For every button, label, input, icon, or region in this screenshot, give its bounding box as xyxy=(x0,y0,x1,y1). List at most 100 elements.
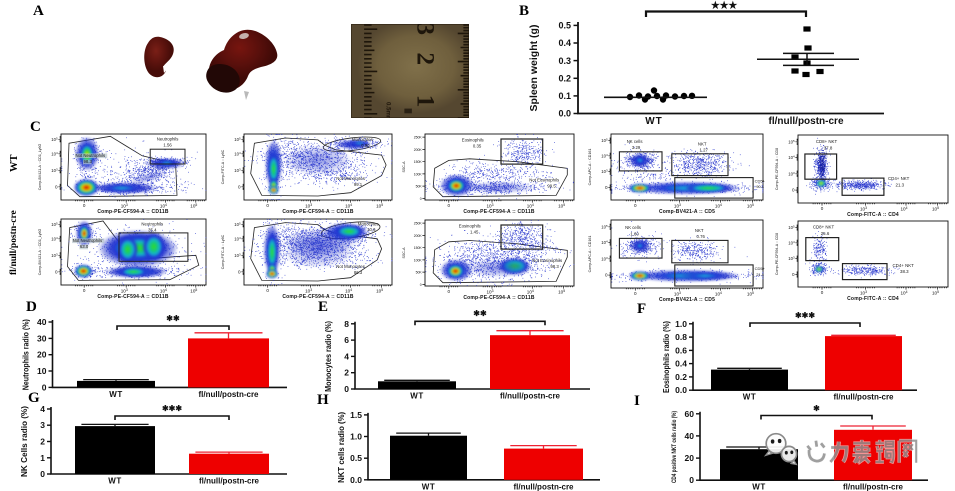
svg-text:105: 105 xyxy=(190,288,197,294)
svg-text:60: 60 xyxy=(685,409,695,419)
svg-text:90.4: 90.4 xyxy=(756,184,765,189)
svg-text:2: 2 xyxy=(412,52,440,65)
svg-text:SSC-A: SSC-A xyxy=(402,161,406,173)
svg-text:NK Cells radio (%): NK Cells radio (%) xyxy=(20,406,29,477)
svg-text:104: 104 xyxy=(788,155,795,161)
svg-text:Comp-FITC-A :: Ly6C: Comp-FITC-A :: Ly6C xyxy=(221,149,225,184)
svg-text:Comp-PE-CF594-A :: CD11B: Comp-PE-CF594-A :: CD11B xyxy=(463,209,534,215)
svg-text:0: 0 xyxy=(792,272,795,277)
svg-text:0: 0 xyxy=(344,384,349,394)
svg-text:Comp-FITC-A :: CD4: Comp-FITC-A :: CD4 xyxy=(847,296,899,302)
svg-text:103: 103 xyxy=(121,203,128,209)
svg-text:1.0: 1.0 xyxy=(675,319,687,329)
svg-text:0: 0 xyxy=(238,269,241,274)
svg-text:Not Eosinophils: Not Eosinophils xyxy=(532,258,562,263)
svg-text:NKT cells radio (%): NKT cells radio (%) xyxy=(337,412,346,483)
svg-text:Comp-BV421-A :: CD5: Comp-BV421-A :: CD5 xyxy=(659,209,715,215)
svg-text:104: 104 xyxy=(601,240,608,246)
svg-text:63.0: 63.0 xyxy=(80,244,89,249)
svg-text:104: 104 xyxy=(900,206,907,212)
svg-text:Comp-PE-CF594-A :: CD11B: Comp-PE-CF594-A :: CD11B xyxy=(282,294,353,300)
svg-text:103: 103 xyxy=(860,206,867,212)
svg-text:104: 104 xyxy=(51,236,58,242)
svg-text:✱✱✱: ✱✱✱ xyxy=(795,311,815,320)
svg-text:★★★: ★★★ xyxy=(711,1,738,12)
svg-text:4: 4 xyxy=(40,404,45,414)
svg-text:0: 0 xyxy=(821,206,824,211)
svg-text:40: 40 xyxy=(37,317,47,327)
svg-text:1: 1 xyxy=(412,95,440,108)
svg-text:105: 105 xyxy=(234,136,241,142)
svg-text:250K: 250K xyxy=(414,136,423,140)
svg-text:3.29: 3.29 xyxy=(632,145,641,150)
svg-text:105: 105 xyxy=(932,206,939,212)
svg-text:100K: 100K xyxy=(414,172,423,176)
svg-text:Comp-PE-CF594-A :: CD11B: Comp-PE-CF594-A :: CD11B xyxy=(463,295,534,301)
svg-text:10: 10 xyxy=(37,366,47,376)
svg-text:2: 2 xyxy=(344,368,349,378)
svg-text:Comp-FITC-A :: CD4: Comp-FITC-A :: CD4 xyxy=(847,212,899,218)
svg-text:Comp-APC-A :: CD161: Comp-APC-A :: CD161 xyxy=(588,236,592,273)
svg-text:fl/null/postn-cre: fl/null/postn-cre xyxy=(769,116,844,127)
svg-text:0.0: 0.0 xyxy=(675,385,687,395)
svg-text:Not Eosinophils: Not Eosinophils xyxy=(529,178,559,183)
svg-text:fl/null/postn-cre: fl/null/postn-cre xyxy=(199,477,260,486)
svg-text:3: 3 xyxy=(412,24,440,35)
svg-text:104: 104 xyxy=(715,291,722,297)
svg-text:Comp-PE-CF594-A :: CD11B: Comp-PE-CF594-A :: CD11B xyxy=(97,294,168,300)
svg-text:0.76: 0.76 xyxy=(697,234,706,239)
svg-text:104: 104 xyxy=(160,203,167,209)
svg-text:105: 105 xyxy=(51,136,58,142)
svg-text:Comp-BV421-A :: CD1_Ly6G: Comp-BV421-A :: CD1_Ly6G xyxy=(38,228,42,275)
svg-text:1.0: 1.0 xyxy=(350,432,362,442)
svg-text:3: 3 xyxy=(40,420,45,430)
svg-text:103: 103 xyxy=(601,169,608,175)
svg-text:0: 0 xyxy=(83,203,86,208)
svg-text:1.45: 1.45 xyxy=(470,230,479,235)
svg-text:0.2: 0.2 xyxy=(558,74,571,84)
svg-text:fl/null/postn-cre: fl/null/postn-cre xyxy=(9,210,19,275)
svg-text:0.0: 0.0 xyxy=(558,109,571,119)
svg-text:105: 105 xyxy=(558,203,565,209)
svg-text:✱✱: ✱✱ xyxy=(166,314,180,323)
svg-text:WT: WT xyxy=(645,116,663,127)
svg-text:Comp-PE-CF594-A :: CD11B: Comp-PE-CF594-A :: CD11B xyxy=(97,209,168,215)
svg-text:105: 105 xyxy=(234,221,241,227)
svg-text:0: 0 xyxy=(605,185,608,190)
svg-text:103: 103 xyxy=(234,252,241,258)
svg-text:Not Neutrophils: Not Neutrophils xyxy=(73,238,103,243)
svg-text:Neutrophils: Neutrophils xyxy=(157,137,179,142)
svg-text:Comp-PE-CF594-A :: CD11B: Comp-PE-CF594-A :: CD11B xyxy=(282,209,353,215)
svg-text:104: 104 xyxy=(715,203,722,209)
svg-text:1: 1 xyxy=(40,453,45,463)
svg-text:105: 105 xyxy=(747,291,754,297)
svg-text:0.6: 0.6 xyxy=(675,345,687,355)
svg-text:WT: WT xyxy=(743,393,756,402)
svg-text:NKT: NKT xyxy=(695,228,704,233)
svg-text:WT: WT xyxy=(422,482,435,491)
svg-text:2: 2 xyxy=(40,437,45,447)
svg-text:105: 105 xyxy=(376,288,383,294)
svg-text:103: 103 xyxy=(486,203,493,209)
svg-text:35.4: 35.4 xyxy=(148,228,157,233)
svg-text:0: 0 xyxy=(420,197,422,201)
svg-text:105: 105 xyxy=(558,289,565,295)
svg-text:0.35: 0.35 xyxy=(473,144,482,149)
svg-text:20: 20 xyxy=(685,453,695,463)
svg-text:0: 0 xyxy=(448,289,451,294)
svg-text:103: 103 xyxy=(860,290,867,296)
svg-text:86.3: 86.3 xyxy=(354,270,363,275)
svg-text:98.3: 98.3 xyxy=(84,159,93,164)
svg-text:0: 0 xyxy=(55,184,58,189)
svg-text:104: 104 xyxy=(345,288,352,294)
svg-text:CD8+ NKT: CD8+ NKT xyxy=(813,225,835,230)
svg-text:103: 103 xyxy=(51,252,58,258)
svg-text:103: 103 xyxy=(788,171,795,177)
svg-text:WT: WT xyxy=(410,392,423,401)
svg-text:103: 103 xyxy=(788,256,795,262)
svg-text:105: 105 xyxy=(376,203,383,209)
svg-text:CD5+: CD5+ xyxy=(755,179,766,184)
svg-text:0: 0 xyxy=(266,288,269,293)
svg-text:0: 0 xyxy=(83,288,86,293)
svg-text:0: 0 xyxy=(420,283,422,287)
